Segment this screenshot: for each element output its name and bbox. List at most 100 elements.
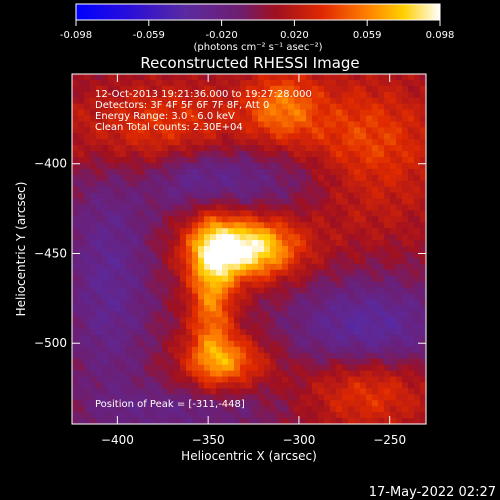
heatmap-cell bbox=[420, 157, 427, 164]
heatmap-cell bbox=[228, 394, 235, 401]
heatmap-cell bbox=[294, 394, 301, 401]
heatmap-cell bbox=[234, 364, 241, 372]
heatmap-cell bbox=[306, 376, 313, 384]
heatmap-cell bbox=[258, 376, 265, 384]
heatmap-cell bbox=[186, 388, 193, 395]
heatmap-cell bbox=[342, 293, 349, 301]
heatmap-cell bbox=[402, 281, 409, 289]
heatmap-cell bbox=[354, 157, 361, 164]
heatmap-cell bbox=[204, 103, 211, 111]
heatmap-cell bbox=[276, 246, 283, 253]
heatmap-cell bbox=[84, 85, 91, 93]
heatmap-cell bbox=[246, 311, 253, 318]
heatmap-cell bbox=[288, 168, 295, 176]
heatmap-cell bbox=[120, 103, 127, 111]
heatmap-cell bbox=[294, 293, 301, 301]
heatmap-cell bbox=[252, 281, 259, 289]
heatmap-cell bbox=[126, 246, 133, 253]
heatmap-cell bbox=[366, 257, 373, 265]
heatmap-cell bbox=[126, 293, 133, 301]
heatmap-cell bbox=[114, 311, 121, 318]
heatmap-cell bbox=[366, 412, 373, 419]
heatmap-cell bbox=[114, 263, 121, 271]
heatmap-cell bbox=[120, 311, 127, 318]
heatmap-cell bbox=[120, 340, 127, 348]
heatmap-cell bbox=[366, 251, 373, 259]
heatmap-cell bbox=[198, 210, 205, 217]
heatmap-cell bbox=[396, 103, 403, 111]
heatmap-cell bbox=[342, 79, 349, 87]
heatmap-cell bbox=[228, 151, 235, 158]
heatmap-cell bbox=[396, 418, 403, 425]
heatmap-cell bbox=[162, 121, 169, 128]
heatmap-cell bbox=[132, 186, 139, 194]
heatmap-cell bbox=[402, 216, 409, 223]
heatmap-cell bbox=[414, 305, 421, 312]
heatmap-cell bbox=[360, 400, 367, 407]
heatmap-cell bbox=[324, 234, 331, 241]
heatmap-cell bbox=[186, 216, 193, 223]
heatmap-cell bbox=[114, 127, 121, 134]
heatmap-cell bbox=[216, 376, 223, 384]
heatmap-cell bbox=[180, 222, 187, 229]
heatmap-cell bbox=[246, 376, 253, 384]
heatmap-cell bbox=[222, 192, 229, 200]
heatmap-cell bbox=[276, 85, 283, 93]
heatmap-cell bbox=[96, 228, 103, 235]
heatmap-cell bbox=[258, 299, 265, 306]
heatmap-cell bbox=[252, 180, 259, 188]
heatmap-cell bbox=[264, 418, 271, 425]
heatmap-cell bbox=[210, 275, 217, 283]
heatmap-cell bbox=[252, 388, 259, 395]
heatmap-cell bbox=[264, 346, 271, 354]
heatmap-cell bbox=[102, 311, 109, 318]
heatmap-cell bbox=[102, 240, 109, 247]
heatmap-cell bbox=[246, 157, 253, 164]
heatmap-cell bbox=[264, 240, 271, 247]
y-tick-label: −500 bbox=[34, 336, 67, 350]
heatmap-cell bbox=[258, 335, 265, 342]
heatmap-cell bbox=[96, 240, 103, 247]
heatmap-cell bbox=[366, 346, 373, 354]
heatmap-cell bbox=[120, 186, 127, 194]
heatmap-cell bbox=[294, 228, 301, 235]
heatmap-cell bbox=[384, 186, 391, 194]
heatmap-cell bbox=[120, 400, 127, 407]
heatmap-cell bbox=[96, 192, 103, 200]
heatmap-cell bbox=[114, 115, 121, 123]
heatmap-cell bbox=[336, 376, 343, 384]
heatmap-cell bbox=[306, 210, 313, 217]
heatmap-cell bbox=[396, 257, 403, 265]
heatmap-cell bbox=[96, 186, 103, 194]
heatmap-cell bbox=[360, 85, 367, 93]
heatmap-cell bbox=[372, 257, 379, 265]
heatmap-cell bbox=[384, 269, 391, 277]
heatmap-cell bbox=[414, 370, 421, 378]
heatmap-cell bbox=[354, 85, 361, 93]
heatmap-cell bbox=[114, 352, 121, 360]
heatmap-cell bbox=[108, 174, 115, 182]
heatmap-cell bbox=[96, 109, 103, 117]
heatmap-cell bbox=[222, 281, 229, 289]
heatmap-cell bbox=[408, 121, 415, 128]
heatmap-cell bbox=[108, 79, 115, 87]
heatmap-cell bbox=[396, 317, 403, 324]
heatmap-cell bbox=[72, 317, 79, 324]
heatmap-cell bbox=[138, 418, 145, 425]
heatmap-cell bbox=[78, 174, 85, 182]
heatmap-cell bbox=[318, 216, 325, 223]
heatmap-cell bbox=[300, 97, 307, 105]
heatmap-cell bbox=[348, 139, 355, 146]
heatmap-cell bbox=[396, 74, 403, 81]
heatmap-cell bbox=[108, 210, 115, 217]
heatmap-cell bbox=[216, 340, 223, 348]
heatmap-cell bbox=[312, 329, 319, 336]
heatmap-cell bbox=[408, 228, 415, 235]
heatmap-cell bbox=[414, 275, 421, 283]
heatmap-cell bbox=[150, 257, 157, 265]
heatmap-cell bbox=[336, 85, 343, 93]
heatmap-cell bbox=[156, 340, 163, 348]
heatmap-cell bbox=[138, 85, 145, 93]
heatmap-cell bbox=[318, 376, 325, 384]
heatmap-cell bbox=[324, 157, 331, 164]
